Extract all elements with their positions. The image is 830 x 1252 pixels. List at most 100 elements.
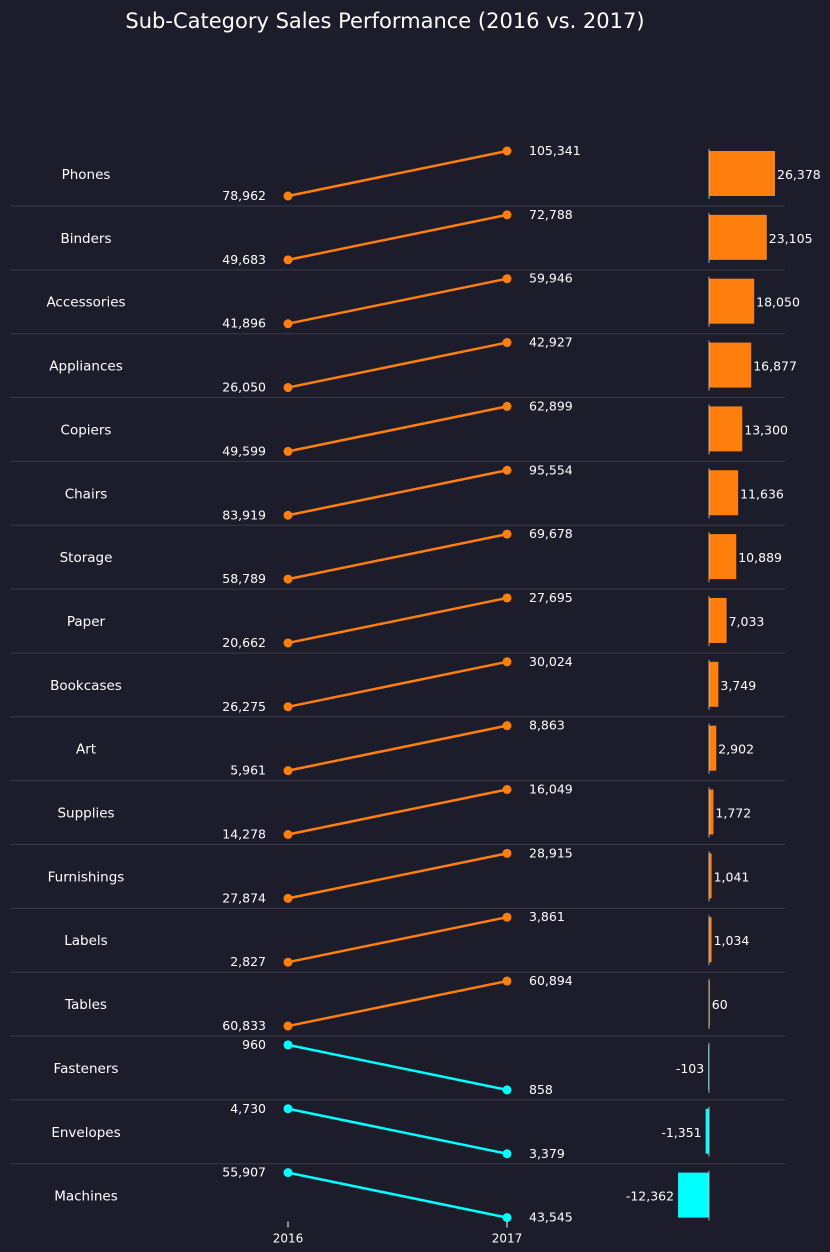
slope-line	[287, 660, 508, 709]
point-2017	[502, 274, 512, 284]
slope-row: Storage 58,789 69,678 10,889	[10, 526, 785, 590]
category-label: Supplies	[57, 806, 114, 822]
difference-label: 3,749	[720, 678, 756, 693]
value-label-2016: 49,683	[222, 252, 266, 267]
value-label-2016: 83,919	[222, 507, 266, 522]
point-2016	[283, 702, 293, 712]
value-label-2017: 3,379	[529, 1146, 565, 1161]
value-label-2017: 3,861	[529, 909, 565, 924]
difference-label: 7,033	[729, 614, 765, 629]
point-2016	[283, 255, 293, 265]
value-label-2017: 8,863	[529, 718, 565, 733]
difference-bar	[709, 278, 755, 324]
slope-row: Chairs 83,919 95,554 11,636	[10, 462, 785, 526]
slope-row: Binders 49,683 72,788 23,105	[10, 207, 813, 271]
difference-label: -1,351	[661, 1125, 701, 1140]
point-2017	[502, 1149, 512, 1159]
value-label-2016: 14,278	[222, 827, 266, 842]
slope-row: Supplies 14,278 16,049 1,772	[10, 782, 785, 845]
difference-bar	[709, 406, 743, 452]
category-label: Copiers	[61, 422, 112, 438]
point-2017	[502, 848, 512, 858]
slope-row: Copiers 49,599 62,899 13,300	[10, 398, 788, 462]
slope-row: Machines 55,907 43,545 -12,362	[54, 1165, 710, 1225]
slope-line	[287, 1171, 508, 1219]
slope-row: Labels 2,827 3,861 1,034	[10, 909, 785, 973]
slope-row: Fasteners 960 858 -103	[10, 1037, 785, 1101]
slope-line	[287, 1107, 508, 1155]
point-2016	[283, 1168, 293, 1178]
value-label-2016: 78,962	[222, 188, 266, 203]
difference-label: -12,362	[626, 1189, 674, 1204]
point-2017	[502, 465, 512, 475]
slope-row: Bookcases 26,275 30,024 3,749	[10, 654, 785, 718]
slope-row: Paper 20,662 27,695 7,033	[10, 590, 785, 654]
value-label-2017: 105,341	[529, 143, 581, 158]
category-label: Bookcases	[50, 678, 122, 694]
difference-bar	[709, 853, 712, 899]
difference-bar	[709, 981, 710, 1027]
slope-line	[287, 788, 508, 836]
point-2017	[502, 529, 512, 539]
point-2017	[502, 401, 512, 411]
slope-row: Appliances 26,050 42,927 16,877	[10, 335, 797, 399]
difference-label: 1,034	[714, 933, 750, 948]
difference-label: 11,636	[740, 486, 784, 501]
slope-row: Phones 78,962 105,341 26,378	[10, 143, 821, 207]
value-label-2017: 59,946	[529, 271, 573, 286]
value-label-2016: 960	[242, 1037, 266, 1052]
difference-label: -103	[676, 1061, 704, 1076]
slope-row: Accessories 41,896 59,946 18,050	[10, 271, 800, 335]
difference-bar	[709, 661, 719, 707]
difference-bar	[709, 342, 752, 388]
value-label-2016: 20,662	[222, 635, 266, 650]
category-label: Paper	[67, 614, 106, 630]
value-label-2017: 43,545	[529, 1210, 573, 1225]
point-2017	[502, 657, 512, 667]
point-2016	[283, 1021, 293, 1031]
point-2017	[502, 146, 512, 156]
x-tick-label: 2016	[273, 1231, 304, 1245]
difference-label: 2,902	[718, 742, 754, 757]
point-2017	[502, 1213, 512, 1223]
category-label: Machines	[54, 1189, 118, 1205]
slope-line	[287, 852, 508, 900]
slope-line	[287, 532, 508, 581]
value-label-2017: 16,049	[529, 782, 573, 797]
slope-row: Tables 60,833 60,894 60	[10, 973, 785, 1037]
value-label-2016: 26,275	[222, 699, 266, 714]
slope-line	[287, 277, 508, 325]
point-2016	[283, 1040, 293, 1050]
category-label: Storage	[60, 550, 113, 566]
difference-label: 13,300	[744, 422, 788, 437]
value-label-2016: 5,961	[230, 763, 266, 778]
difference-bar	[709, 597, 727, 643]
difference-bar	[705, 1108, 709, 1154]
difference-label: 18,050	[756, 295, 800, 310]
value-label-2016: 49,599	[222, 443, 266, 458]
value-label-2017: 42,927	[529, 335, 573, 350]
value-label-2017: 95,554	[529, 462, 573, 477]
value-label-2016: 41,896	[222, 316, 266, 331]
point-2017	[502, 785, 512, 794]
point-2016	[283, 510, 293, 520]
point-2016	[283, 383, 293, 393]
value-label-2016: 55,907	[222, 1165, 266, 1180]
point-2017	[502, 976, 512, 986]
category-label: Appliances	[49, 359, 122, 375]
slope-line	[287, 469, 508, 517]
slope-line	[287, 979, 508, 1028]
difference-bar	[709, 470, 739, 516]
value-label-2017: 72,788	[529, 207, 573, 222]
category-label: Labels	[64, 933, 107, 949]
category-label: Art	[76, 742, 96, 758]
point-2017	[502, 593, 512, 603]
value-label-2017: 60,894	[529, 973, 573, 988]
point-2017	[502, 912, 512, 922]
value-label-2017: 62,899	[529, 398, 573, 413]
slope-line	[287, 149, 508, 198]
point-2016	[283, 893, 293, 903]
slope-line	[287, 915, 508, 964]
slope-line	[287, 596, 508, 645]
value-label-2017: 69,678	[529, 526, 573, 541]
